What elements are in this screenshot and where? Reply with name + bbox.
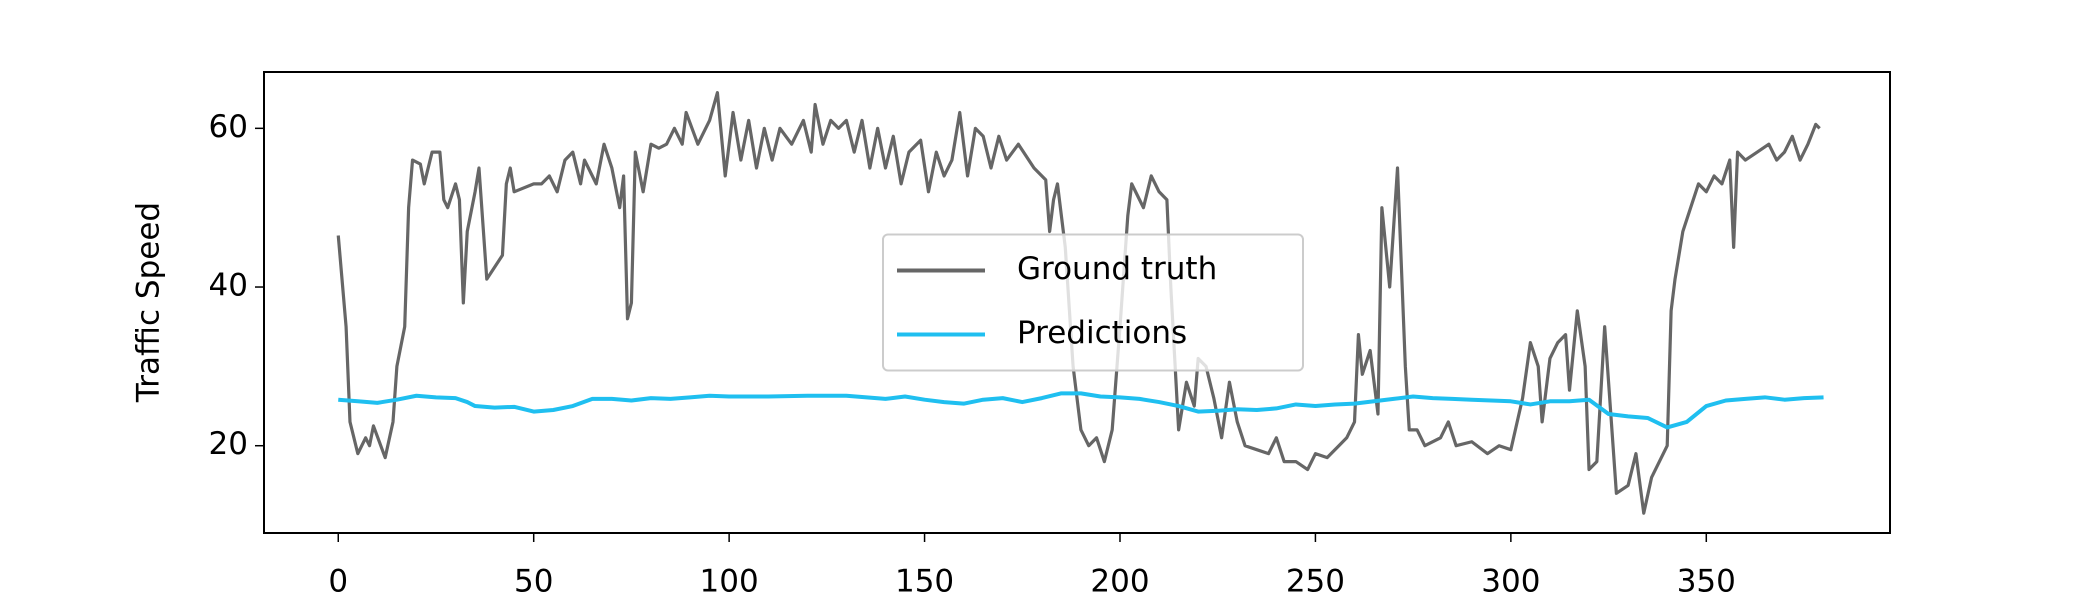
x-tick-label: 50 — [514, 564, 553, 600]
data-line — [338, 391, 1824, 430]
x-tick-label: 350 — [1677, 564, 1736, 600]
x-tick-label: 100 — [700, 564, 759, 600]
x-tick-label: 200 — [1090, 564, 1149, 600]
x-tick-label: 0 — [328, 564, 348, 600]
x-tick-label: 150 — [895, 564, 954, 600]
y-tick-label: 60 — [209, 109, 248, 145]
y-tick-label: 20 — [209, 426, 248, 462]
legend-box — [882, 233, 1304, 372]
data-line — [336, 91, 1821, 515]
x-tick-label: 250 — [1286, 564, 1345, 600]
plot-frame — [263, 71, 1891, 534]
y-tick-label: 40 — [209, 268, 248, 304]
legend: Ground truth Predictions — [882, 233, 1304, 372]
y-axis-label: Traffic Speed — [131, 202, 167, 403]
x-tick-label: 300 — [1481, 564, 1540, 600]
legend-label: Ground truth — [1017, 251, 1217, 287]
legend-label: Predictions — [1017, 315, 1187, 351]
